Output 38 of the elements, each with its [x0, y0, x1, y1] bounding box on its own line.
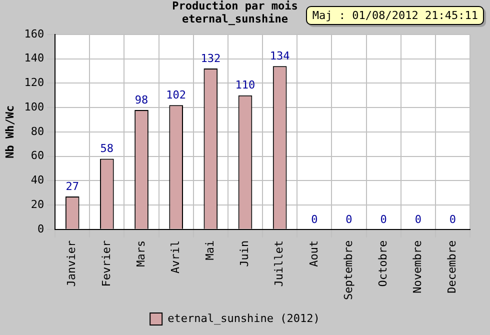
chart-title: Production par mois: [172, 0, 298, 12]
x-tick-label: Novembre: [410, 240, 424, 294]
x-tick-label: Decembre: [446, 240, 459, 294]
x-tick-label: Aout: [307, 240, 320, 267]
x-tick-label: Mars: [134, 240, 148, 267]
x-tick-label: Mai: [204, 240, 217, 260]
data-label: 0: [449, 212, 456, 226]
y-tick-label: 160: [24, 27, 44, 40]
x-tick-label: Juillet: [272, 240, 286, 287]
x-tick-label: Octobre: [376, 240, 390, 287]
data-label: 0: [311, 212, 318, 226]
x-tick-label: Juin: [238, 240, 252, 267]
data-label: 27: [66, 180, 79, 193]
data-label: 0: [380, 212, 387, 226]
y-tick-label: 120: [24, 76, 44, 90]
data-label: 110: [235, 78, 256, 92]
x-tick-label: Septembre: [342, 240, 355, 300]
legend-label: eternal_sunshine (2012): [168, 312, 320, 325]
y-tick-label: 60: [30, 149, 44, 162]
y-tick-label: 100: [24, 100, 44, 114]
data-label: 0: [346, 212, 352, 226]
data-label: 132: [200, 52, 221, 65]
chart-subtitle: eternal_sunshine: [182, 12, 288, 26]
y-tick-label: 40: [30, 174, 44, 187]
x-tick-label: Avril: [168, 240, 182, 274]
data-label: 58: [100, 142, 114, 156]
data-label: 0: [414, 212, 422, 226]
y-tick-label: 20: [30, 198, 44, 211]
y-tick-label: 80: [30, 124, 44, 138]
data-label: 134: [270, 49, 290, 62]
text: Maj : 01/08/2012 21:45:11: [306, 6, 484, 25]
x-tick-label: Fevrier: [100, 240, 113, 287]
x-tick-label: Janvier: [65, 240, 78, 287]
y-tick-label: 0: [37, 222, 44, 236]
y-tick-label: 140: [24, 52, 44, 65]
data-label: 98: [134, 93, 148, 106]
y-axis-title: Nb Wh/Wc: [3, 105, 16, 158]
data-label: 102: [166, 88, 186, 102]
